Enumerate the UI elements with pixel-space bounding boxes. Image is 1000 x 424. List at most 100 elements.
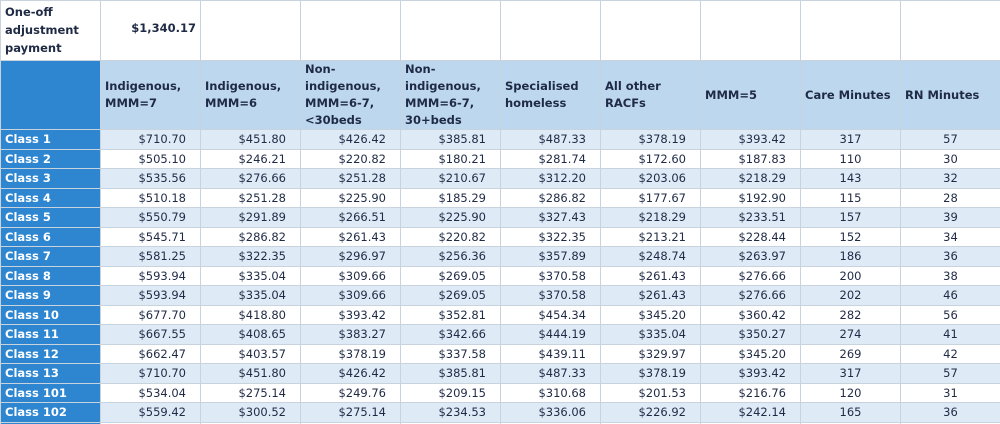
cell: $329.97 — [600, 343, 701, 364]
cell: 39 — [900, 207, 1000, 228]
cell: $559.42 — [100, 402, 201, 423]
cell: $426.42 — [300, 363, 401, 384]
cell: $276.66 — [200, 168, 301, 189]
cell: $286.82 — [500, 187, 601, 208]
row-label: Class 12 — [0, 343, 101, 364]
cell: 269 — [800, 343, 901, 364]
cell: $201.53 — [600, 382, 701, 403]
cell: $378.19 — [600, 363, 701, 384]
cell: $322.35 — [500, 226, 601, 247]
cell: $177.67 — [600, 187, 701, 208]
cell: $275.14 — [200, 382, 301, 403]
row-label: Class 1 — [0, 129, 101, 150]
cell: $192.90 — [700, 187, 801, 208]
cell: $342.66 — [400, 324, 501, 345]
cell: $220.82 — [300, 148, 401, 169]
data-row: Class 6 $545.71 $286.82 $261.43 $220.82 $322.… — [0, 226, 1000, 247]
cell: $269.05 — [400, 285, 501, 306]
cell: $510.18 — [100, 187, 201, 208]
row-label: Class 6 — [0, 226, 101, 247]
cell: $327.43 — [500, 207, 601, 228]
cell: 36 — [900, 402, 1000, 423]
data-row: Class 102 $559.42 $300.52 $275.14 $234.53 $33… — [0, 402, 1000, 423]
cell: $234.53 — [400, 402, 501, 423]
data-row: Class 5 $550.79 $291.89 $266.51 $225.90 $327.… — [0, 207, 1000, 228]
data-row: Class 11 $667.55 $408.65 $383.27 $342.66 $444… — [0, 324, 1000, 345]
empty-cell — [500, 0, 601, 61]
cell: $300.52 — [200, 402, 301, 423]
cell: $291.89 — [200, 207, 301, 228]
data-row: Class 4 $510.18 $251.28 $225.90 $185.29 $286.… — [0, 187, 1000, 208]
row-label: Class 102 — [0, 402, 101, 423]
cell: $451.80 — [200, 363, 301, 384]
row-label: Class 7 — [0, 246, 101, 267]
cell: 157 — [800, 207, 901, 228]
row-label: Class 101 — [0, 382, 101, 403]
payment-label: One-off adjustment payment — [0, 0, 101, 61]
empty-cell — [600, 0, 701, 61]
row-label: Class 5 — [0, 207, 101, 228]
cell: $335.04 — [600, 324, 701, 345]
row-label: Class 10 — [0, 304, 101, 325]
cell: $310.68 — [500, 382, 601, 403]
row-label: Class 2 — [0, 148, 101, 169]
cell: $710.70 — [100, 363, 201, 384]
cell: 41 — [900, 324, 1000, 345]
cell: 57 — [900, 129, 1000, 150]
cell: $487.33 — [500, 129, 601, 150]
cell: 200 — [800, 265, 901, 286]
cell: $662.47 — [100, 343, 201, 364]
column-header: Non-indigenous, MMM=6-7, 30+beds — [400, 60, 501, 130]
data-row: Class 8 $593.94 $335.04 $309.66 $269.05 $370.… — [0, 265, 1000, 286]
cell: $345.20 — [700, 343, 801, 364]
cell: $187.83 — [700, 148, 801, 169]
column-header: MMM=5 — [700, 60, 801, 130]
column-header: RN Minutes — [900, 60, 1000, 130]
cell: 28 — [900, 187, 1000, 208]
data-row: Class 103$676.18$417.28$391.90$351.29$45… — [0, 421, 1000, 424]
cell: $322.35 — [200, 246, 301, 267]
cell: $218.29 — [700, 168, 801, 189]
cell: $385.81 — [400, 363, 501, 384]
cell: 46 — [900, 285, 1000, 306]
cell: $403.57 — [200, 343, 301, 364]
cell: $249.76 — [300, 382, 401, 403]
cell: $444.19 — [500, 324, 601, 345]
cell: 317 — [800, 129, 901, 150]
row-label: Class 8 — [0, 265, 101, 286]
cell: $581.25 — [100, 246, 201, 267]
cell: $393.42 — [700, 129, 801, 150]
cell: 36 — [900, 246, 1000, 267]
cell: $218.29 — [600, 207, 701, 228]
cell: $418.80 — [200, 304, 301, 325]
cell: $276.66 — [700, 285, 801, 306]
cell: 42 — [900, 343, 1000, 364]
cell: $251.28 — [300, 168, 401, 189]
cell: 152 — [800, 226, 901, 247]
cell: $370.58 — [500, 265, 601, 286]
cell: 57 — [900, 363, 1000, 384]
cell: $534.04 — [100, 382, 201, 403]
cell: $550.79 — [100, 207, 201, 228]
empty-cell — [800, 0, 901, 61]
cell: $677.70 — [100, 304, 201, 325]
cell: 110 — [800, 148, 901, 169]
cell: $309.66 — [300, 265, 401, 286]
cell: $286.82 — [200, 226, 301, 247]
cell: $251.28 — [200, 187, 301, 208]
column-header: Care Minutes — [800, 60, 901, 130]
data-row: Class 2 $505.10 $246.21 $220.82 $180.21 $281.… — [0, 148, 1000, 169]
cell: $350.27 — [700, 324, 801, 345]
cell: $312.20 — [500, 168, 601, 189]
cell: $487.33 — [500, 363, 601, 384]
cell: $261.43 — [600, 285, 701, 306]
cell: $233.51 — [700, 207, 801, 228]
column-header: Indigenous, MMM=7 — [100, 60, 201, 130]
data-row: Class 7 $581.25 $322.35 $296.97 $256.36 $357.… — [0, 246, 1000, 267]
cell: $225.90 — [300, 187, 401, 208]
cell: $172.60 — [600, 148, 701, 169]
cell: $710.70 — [100, 129, 201, 150]
cell: $357.89 — [500, 246, 601, 267]
